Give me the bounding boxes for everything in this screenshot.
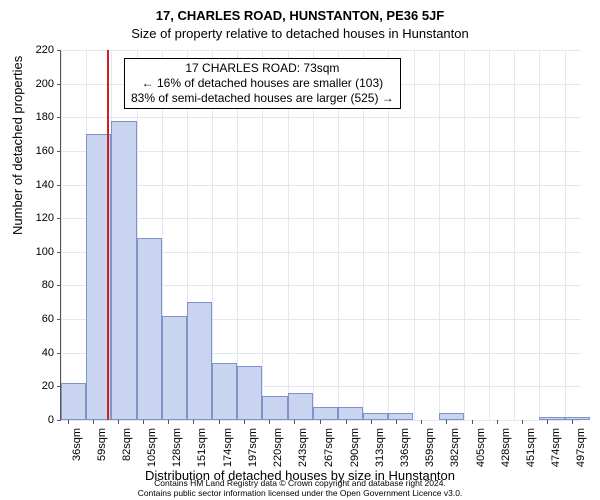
histogram-bar	[137, 238, 162, 420]
x-tick-label: 82sqm	[121, 428, 133, 488]
histogram-bar	[313, 407, 338, 420]
page-title-sub: Size of property relative to detached ho…	[0, 26, 600, 41]
x-tick-label: 497sqm	[575, 428, 587, 488]
histogram-bar	[439, 413, 464, 420]
histogram-bar	[288, 393, 313, 420]
x-tick-label: 59sqm	[96, 428, 108, 488]
x-tick-label: 336sqm	[399, 428, 411, 488]
x-tick-label: 405sqm	[475, 428, 487, 488]
y-tick-label: 20	[14, 380, 54, 392]
histogram-bar	[338, 407, 363, 420]
histogram-bar	[111, 121, 136, 420]
x-tick-label: 382sqm	[449, 428, 461, 488]
x-tick-label: 197sqm	[247, 428, 259, 488]
histogram-bar	[565, 417, 590, 420]
y-tick-label: 180	[14, 111, 54, 123]
histogram-bar	[262, 396, 287, 420]
histogram-bar	[363, 413, 388, 420]
histogram-bar	[388, 413, 413, 420]
x-tick-label: 359sqm	[424, 428, 436, 488]
footer-line-2: Contains public sector information licen…	[138, 488, 463, 498]
y-tick-label: 60	[14, 313, 54, 325]
y-tick-label: 160	[14, 145, 54, 157]
y-tick-label: 120	[14, 212, 54, 224]
histogram-bar	[539, 417, 564, 420]
y-tick-label: 80	[14, 279, 54, 291]
x-tick-label: 36sqm	[71, 428, 83, 488]
x-tick-label: 267sqm	[323, 428, 335, 488]
x-tick-label: 313sqm	[374, 428, 386, 488]
x-tick-label: 105sqm	[146, 428, 158, 488]
x-tick-label: 428sqm	[500, 428, 512, 488]
x-tick-label: 220sqm	[272, 428, 284, 488]
histogram-bar	[212, 363, 237, 420]
y-tick-label: 140	[14, 179, 54, 191]
x-tick-label: 151sqm	[196, 428, 208, 488]
y-tick-label: 0	[14, 414, 54, 426]
y-tick-label: 200	[14, 78, 54, 90]
x-tick-label: 128sqm	[171, 428, 183, 488]
property-annotation-box: 17 CHARLES ROAD: 73sqm← 16% of detached …	[124, 58, 401, 109]
x-tick-label: 174sqm	[222, 428, 234, 488]
histogram-bar	[162, 316, 187, 420]
property-marker-line	[107, 50, 109, 420]
page-title-address: 17, CHARLES ROAD, HUNSTANTON, PE36 5JF	[0, 8, 600, 23]
x-tick-label: 451sqm	[525, 428, 537, 488]
histogram-bar	[187, 302, 212, 420]
x-tick-label: 474sqm	[550, 428, 562, 488]
y-tick-label: 220	[14, 44, 54, 56]
histogram-bar	[61, 383, 86, 420]
y-tick-label: 100	[14, 246, 54, 258]
y-tick-label: 40	[14, 347, 54, 359]
x-tick-label: 243sqm	[297, 428, 309, 488]
histogram-bar	[237, 366, 262, 420]
x-tick-label: 290sqm	[349, 428, 361, 488]
